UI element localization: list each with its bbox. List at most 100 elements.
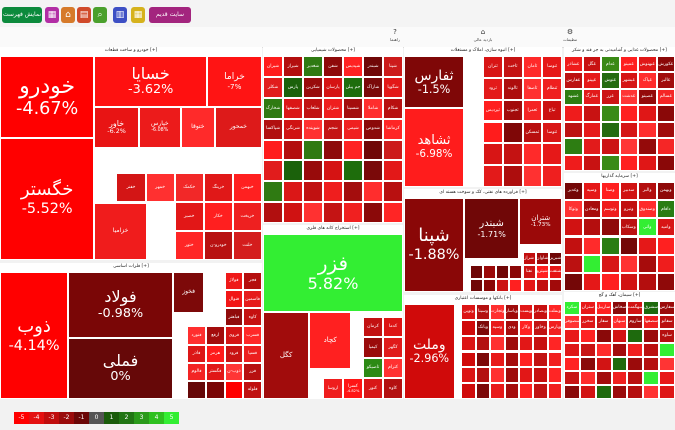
stock-tile[interactable] [643,357,660,371]
stock-tile[interactable]: وبملت [547,304,562,320]
stock-tile[interactable] [638,236,657,255]
stock-tile[interactable]: غشاذر [564,56,583,73]
stock-tile[interactable]: کاوه [383,378,403,399]
stock-tile[interactable]: خریخت [232,201,262,231]
stock-tile[interactable]: ثپردیس [483,99,503,122]
stock-tile[interactable] [619,121,638,139]
stock-tile[interactable] [582,138,601,155]
stock-tile[interactable]: شپدیس [343,56,363,77]
stock-tile[interactable] [656,254,675,273]
stock-tile[interactable] [627,385,644,399]
stock-tile[interactable] [363,160,383,182]
stock-tile[interactable] [533,383,548,399]
stock-tile[interactable] [582,254,601,273]
stock-tile[interactable]: شاراک [363,76,383,98]
stock-tile[interactable]: شکربن [303,76,323,98]
stock-tile[interactable]: فسرب [243,326,262,345]
stock-tile[interactable]: فالوم [187,362,206,381]
stock-tile[interactable]: فاذر [187,344,206,363]
stock-tile[interactable]: ونوین [461,304,476,320]
stock-tile[interactable]: کیمیا [363,337,383,358]
stock-tile[interactable] [656,121,675,139]
stock-tile[interactable]: سخزر [579,315,596,329]
stock-tile[interactable] [619,138,638,155]
stock-tile[interactable]: غفارس [564,72,583,89]
stock-tile[interactable] [469,278,483,292]
stock-tile[interactable]: ثامان [522,56,543,78]
stock-tile[interactable]: سصفها [643,315,660,329]
grid-icon[interactable]: ▦ [131,7,145,23]
stock-tile[interactable] [504,351,519,368]
sector-title[interactable]: سیمان، آهک و گچ [+] [564,292,675,300]
stock-tile[interactable] [518,383,534,399]
stock-tile[interactable]: شیمی [343,118,363,140]
stock-tile[interactable]: شصفها [283,97,303,119]
stock-tile[interactable]: وسپه [582,182,601,201]
stock-tile[interactable] [619,254,638,273]
stock-tile[interactable] [659,371,675,385]
stock-tile[interactable]: خراما -7% [206,56,262,107]
stock-tile[interactable]: خفنر [116,172,146,202]
stock-tile[interactable] [461,319,476,336]
stock-tile[interactable]: والبر [638,182,657,201]
stock-tile[interactable]: خگستر -5.52% [0,137,95,260]
stock-tile[interactable]: خاور -6.2% [94,107,139,148]
stock-tile[interactable]: خکمک [174,172,204,202]
stock-tile[interactable]: خپارس -6.08% [138,107,181,148]
stock-tile[interactable]: شاملا [363,97,383,119]
stock-tile[interactable] [224,380,244,399]
stock-tile[interactable]: شنفت [548,265,562,279]
stock-tile[interactable]: فملی 0% [68,338,173,399]
stock-tile[interactable]: خسایا -3.62% [94,56,207,107]
stock-tile[interactable] [547,367,562,384]
stock-tile[interactable] [509,265,523,279]
stock-tile[interactable]: شرنگی [283,118,303,140]
stock-tile[interactable] [383,139,403,161]
stock-tile[interactable]: ستران [579,301,596,315]
stock-tile[interactable] [547,335,562,352]
stock-tile[interactable]: شیران [263,56,283,77]
stock-tile[interactable] [490,383,505,399]
stock-tile[interactable] [579,343,596,357]
stock-tile[interactable] [303,139,323,161]
stock-tile[interactable]: شیراز [283,56,303,77]
stock-tile[interactable] [595,343,612,357]
stock-tile[interactable] [509,278,523,292]
stock-tile[interactable]: کرمان [363,316,383,338]
stock-tile[interactable] [363,139,383,161]
stock-tile[interactable]: شراز [522,251,536,266]
stock-tile[interactable]: شبریز [548,251,562,266]
stock-tile[interactable] [627,357,644,371]
stock-tile[interactable] [343,160,363,182]
stock-tile[interactable] [564,329,580,343]
stock-tile[interactable]: غبهنوش [638,56,657,73]
stock-tile[interactable] [638,154,657,171]
stock-tile[interactable]: ارفع [205,326,225,345]
stock-tile[interactable] [601,218,620,237]
stock-tile[interactable] [627,371,644,385]
stock-tile[interactable]: ثاصفا [522,77,543,100]
stock-tile[interactable] [564,236,583,255]
stock-tile[interactable]: شفن [323,56,343,77]
stock-tile[interactable]: کچاد [309,311,352,370]
stock-tile[interactable]: سخاش [611,301,628,315]
stock-tile[interactable]: کاوه [243,308,262,327]
chart-icon[interactable]: ▥ [113,7,127,23]
stock-tile[interactable] [638,254,657,273]
stock-tile[interactable] [263,139,283,161]
stock-tile[interactable]: فاسمین [243,290,262,309]
sector-title[interactable]: استخراج کانه های فلزی [+] [263,225,403,233]
stock-tile[interactable] [656,236,675,255]
stock-tile[interactable]: واتی [638,218,657,237]
stock-tile[interactable]: سبهان [611,315,628,329]
stock-tile[interactable]: وصنا [601,182,620,201]
stock-tile[interactable]: ثتران [483,56,503,78]
help-link[interactable]: ? راهنما [375,28,415,42]
stock-tile[interactable]: ثفارس -1.5% [404,56,465,109]
stock-tile[interactable] [187,380,206,399]
stock-tile[interactable] [263,202,283,223]
stock-tile[interactable] [601,105,620,122]
stock-tile[interactable]: ودی [504,319,519,336]
stock-tile[interactable] [643,385,660,399]
stock-tile[interactable]: غبشهر [619,72,638,89]
